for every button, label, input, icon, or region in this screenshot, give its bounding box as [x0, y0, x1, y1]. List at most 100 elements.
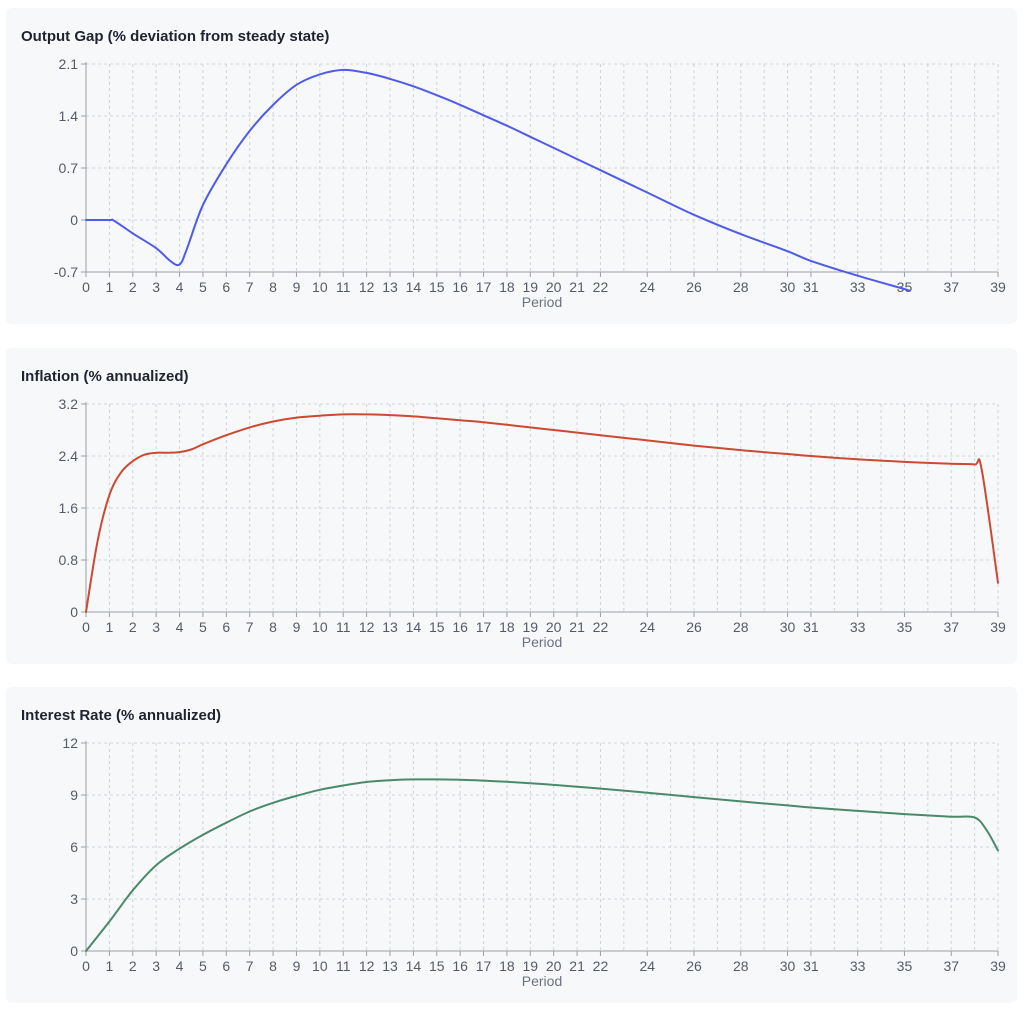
x-tick-label: 5 — [199, 279, 207, 295]
x-tick-label: 11 — [336, 279, 351, 295]
x-tick-label: 2 — [129, 279, 137, 295]
x-tick-label: 16 — [452, 958, 468, 974]
x-tick-label: 17 — [476, 619, 492, 635]
x-tick-label: 14 — [406, 958, 422, 974]
x-tick-label: 7 — [246, 619, 254, 635]
x-tick-label: 10 — [312, 279, 328, 295]
y-tick-label: 0 — [70, 212, 78, 228]
grid — [85, 742, 999, 952]
x-tick-label: 35 — [897, 619, 913, 635]
x-tick-label: 16 — [452, 279, 468, 295]
x-tick-label: 21 — [569, 619, 585, 635]
x-tick-label: 2 — [129, 958, 137, 974]
x-tick-label: 33 — [850, 958, 866, 974]
x-tick-label: 30 — [780, 279, 796, 295]
x-tick-label: 10 — [312, 958, 328, 974]
x-tick-label: 13 — [382, 958, 398, 974]
x-tick-label: 4 — [176, 958, 184, 974]
x-axis-label: Period — [522, 294, 562, 310]
x-tick-label: 17 — [476, 279, 492, 295]
y-tick-label: 1.4 — [59, 108, 79, 124]
y-tick-label: 3.2 — [59, 396, 79, 412]
x-tick-label: 31 — [803, 619, 819, 635]
x-tick-label: 37 — [943, 958, 959, 974]
x-tick-label: 3 — [152, 958, 160, 974]
x-tick-label: 22 — [593, 279, 609, 295]
x-tick-label: 19 — [523, 279, 539, 295]
x-tick-label: 22 — [593, 958, 609, 974]
x-tick-label: 3 — [152, 279, 160, 295]
x-tick-label: 35 — [897, 958, 913, 974]
x-tick-label: 5 — [199, 619, 207, 635]
x-tick-label: 18 — [499, 958, 515, 974]
grid — [85, 403, 999, 613]
x-tick-label: 8 — [269, 958, 277, 974]
x-tick-label: 15 — [429, 619, 445, 635]
interest-rate-chart-card: Interest Rate (% annualized) 0 3 6 9 12 0 1 2 3 4… — [6, 687, 1017, 1003]
x-tick-label: 17 — [476, 958, 492, 974]
x-tick-label: 8 — [269, 279, 277, 295]
x-tick-label: 9 — [293, 958, 301, 974]
x-tick-label: 26 — [686, 279, 702, 295]
chart-title: Inflation (% annualized) — [21, 368, 189, 385]
x-tick-label: 9 — [293, 619, 301, 635]
y-tick-label: -0.7 — [54, 264, 78, 280]
chart-title: Output Gap (% deviation from steady stat… — [21, 28, 330, 45]
x-tick-label: 2 — [129, 619, 137, 635]
x-tick-label: 7 — [246, 279, 254, 295]
x-tick-label: 11 — [336, 619, 351, 635]
x-tick-label: 19 — [523, 958, 539, 974]
x-tick-label: 39 — [990, 958, 1006, 974]
y-tick-label: 0.7 — [59, 160, 79, 176]
grid — [85, 63, 999, 273]
y-tick-label: 12 — [62, 735, 78, 751]
x-tick-label: 19 — [523, 619, 539, 635]
x-tick-label: 30 — [780, 958, 796, 974]
x-tick-label: 28 — [733, 279, 749, 295]
x-tick-label: 31 — [803, 958, 819, 974]
x-tick-label: 39 — [990, 619, 1006, 635]
x-tick-label: 7 — [246, 958, 254, 974]
y-tick-label: 2.4 — [59, 448, 79, 464]
x-tick-label: 24 — [639, 958, 655, 974]
y-tick-label: 0.8 — [59, 552, 79, 568]
x-tick-label: 28 — [733, 958, 749, 974]
x-tick-label: 18 — [499, 619, 515, 635]
x-tick-label: 1 — [105, 619, 113, 635]
y-tick-label: 2.1 — [59, 56, 79, 72]
x-tick-label: 0 — [82, 619, 90, 635]
x-tick-label: 12 — [359, 958, 375, 974]
x-tick-label: 10 — [312, 619, 328, 635]
inflation-chart: 00.81.62.43.20 1 2 3 4 5 6 7 8 9 10 11 12 13 14 15 16 17 1… — [59, 396, 1006, 650]
x-tick-label: 13 — [382, 619, 398, 635]
x-tick-label: 33 — [850, 279, 866, 295]
x-axis-label: Period — [522, 634, 562, 650]
x-tick-label: 26 — [686, 958, 702, 974]
y-tick-label: 6 — [70, 839, 78, 855]
x-tick-label: 28 — [733, 619, 749, 635]
x-tick-label: 26 — [686, 619, 702, 635]
x-tick-label: 31 — [803, 279, 819, 295]
x-tick-label: 24 — [639, 279, 655, 295]
x-tick-label: 8 — [269, 619, 277, 635]
x-tick-label: 6 — [222, 958, 230, 974]
x-tick-label: 5 — [199, 958, 207, 974]
x-tick-label: 1 — [105, 279, 113, 295]
series-line — [85, 413, 999, 613]
x-tick-label: 14 — [406, 619, 422, 635]
series-line — [85, 778, 999, 952]
x-tick-label: 0 — [82, 279, 90, 295]
x-tick-label: 14 — [406, 279, 422, 295]
x-tick-label: 4 — [176, 619, 184, 635]
x-tick-label: 3 — [152, 619, 160, 635]
x-tick-label: 11 — [336, 958, 351, 974]
x-tick-label: 15 — [429, 279, 445, 295]
y-tick-label: 9 — [70, 787, 78, 803]
x-tick-label: 15 — [429, 958, 445, 974]
x-tick-label: 37 — [943, 279, 959, 295]
x-tick-label: 20 — [546, 958, 562, 974]
x-tick-label: 21 — [569, 958, 585, 974]
output-gap-chart: -0.700.71.42.10 1 2 3 4 5 6 7 8 9 10 11 12 13 14 15 16 17… — [54, 56, 1006, 310]
inflation-chart-card: Inflation (% annualized) 0 0.8 1.6 2.4 3.2 0 1… — [6, 348, 1017, 664]
